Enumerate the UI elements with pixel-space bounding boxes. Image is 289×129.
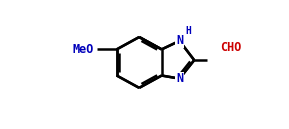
Text: CHO: CHO: [221, 41, 242, 54]
Text: N: N: [176, 34, 183, 47]
Text: H: H: [186, 26, 191, 36]
Text: MeO: MeO: [73, 43, 94, 56]
Text: N: N: [176, 72, 183, 85]
